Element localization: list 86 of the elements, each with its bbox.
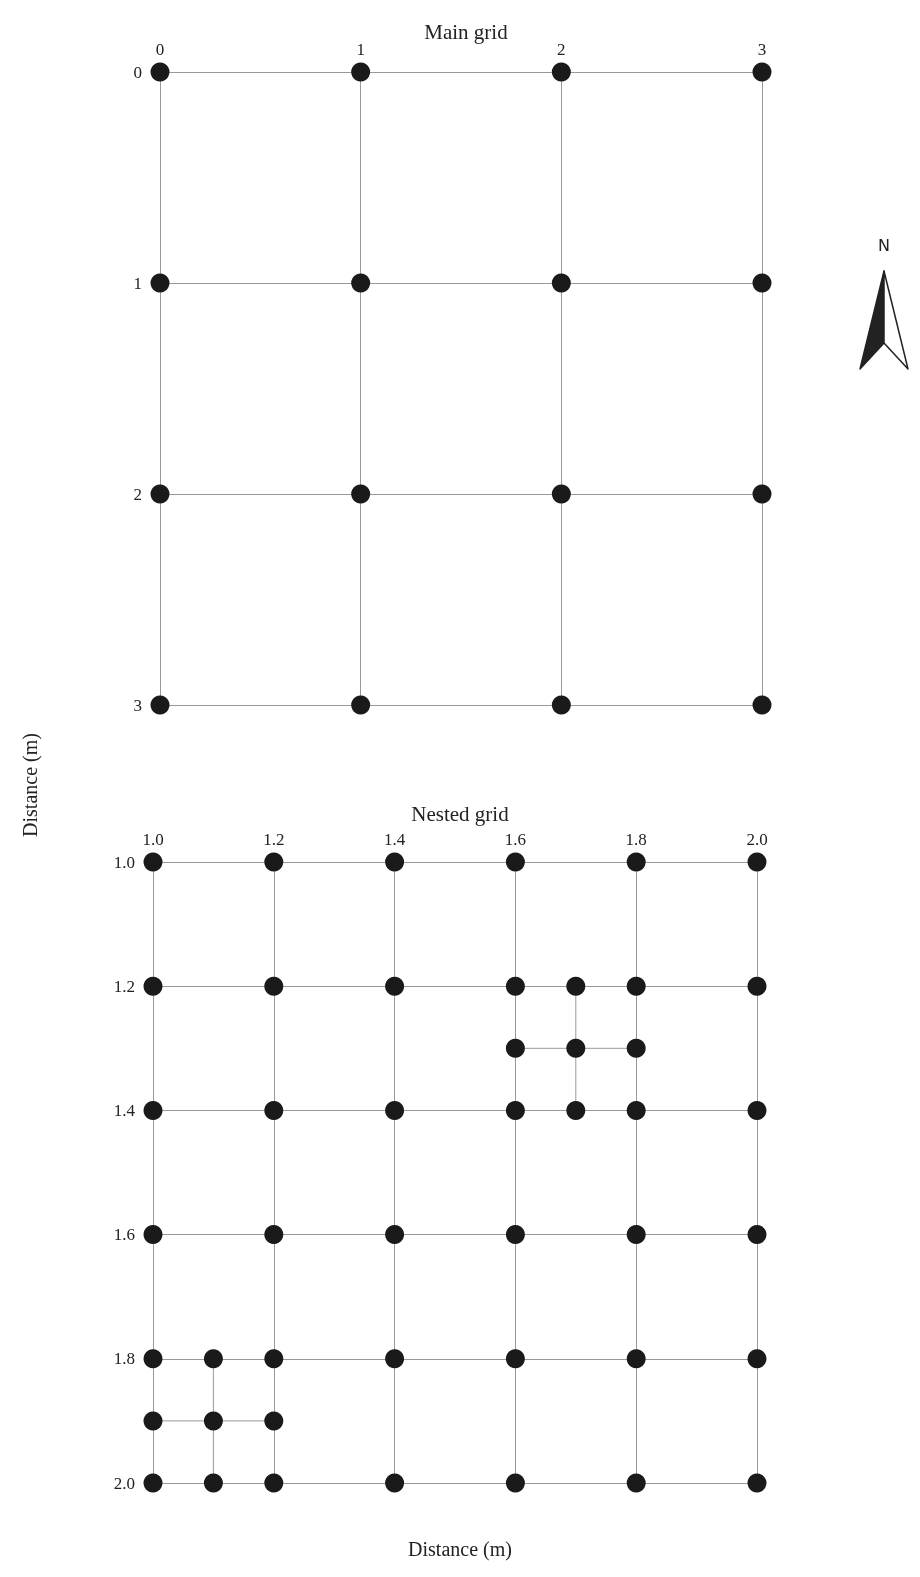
- point: [505, 1038, 525, 1058]
- point: [203, 1411, 223, 1431]
- point: [351, 484, 371, 504]
- point: [747, 976, 767, 996]
- x-tick-label: 1.6: [504, 830, 527, 849]
- point: [566, 976, 586, 996]
- point: [143, 852, 163, 872]
- point: [385, 1100, 405, 1120]
- point: [551, 484, 571, 504]
- point: [747, 1473, 767, 1493]
- point: [385, 1349, 405, 1369]
- point: [747, 1349, 767, 1369]
- point: [752, 62, 772, 82]
- chart-title: Nested grid: [411, 801, 510, 826]
- point: [351, 62, 371, 82]
- point: [351, 273, 371, 293]
- point: [264, 1349, 284, 1369]
- point: [143, 1473, 163, 1493]
- point: [385, 1473, 405, 1493]
- y-tick-label: 1.0: [113, 852, 135, 872]
- point: [143, 1411, 163, 1431]
- point: [203, 1349, 223, 1369]
- point: [505, 1473, 525, 1493]
- x-tick-label: 1: [356, 40, 365, 59]
- point: [505, 976, 525, 996]
- point: [551, 273, 571, 293]
- point: [551, 695, 571, 715]
- point: [566, 1100, 586, 1120]
- point: [143, 1349, 163, 1369]
- point: [150, 484, 170, 504]
- point: [385, 1225, 405, 1245]
- point: [747, 852, 767, 872]
- point: [747, 1225, 767, 1245]
- point: [626, 1473, 646, 1493]
- x-tick-label: 2: [557, 40, 566, 59]
- x-tick-label: 3: [757, 40, 767, 59]
- point: [264, 1473, 284, 1493]
- y-tick-label: 1.6: [113, 1225, 135, 1245]
- y-tick-label: 1.2: [113, 976, 135, 996]
- point: [505, 852, 525, 872]
- y-tick-label: 1: [133, 273, 142, 293]
- x-tick-label: 1.4: [383, 830, 406, 849]
- chart-title: Main grid: [424, 19, 509, 44]
- x-tick-label: 1.2: [263, 830, 285, 849]
- point: [747, 1100, 767, 1120]
- point: [626, 1038, 646, 1058]
- point: [150, 273, 170, 293]
- y-tick-label: 1.8: [113, 1349, 135, 1369]
- point: [505, 1225, 525, 1245]
- point: [505, 1349, 525, 1369]
- y-tick-label: 3: [133, 695, 142, 715]
- point: [626, 1225, 646, 1245]
- point: [626, 976, 646, 996]
- point: [752, 273, 772, 293]
- text: N: [877, 236, 891, 255]
- point: [752, 695, 772, 715]
- point: [566, 1038, 586, 1058]
- y-tick-label: 2.0: [113, 1473, 135, 1493]
- x-tick-label: 1.8: [625, 830, 647, 849]
- point: [143, 976, 163, 996]
- point: [143, 1100, 163, 1120]
- point: [264, 1411, 284, 1431]
- y-tick-label: 2: [133, 484, 142, 504]
- point: [150, 62, 170, 82]
- point: [150, 695, 170, 715]
- x-tick-label: 0: [155, 40, 165, 59]
- y-tick-label: 0: [133, 62, 142, 82]
- point: [505, 1100, 525, 1120]
- point: [752, 484, 772, 504]
- point: [385, 976, 405, 996]
- point: [264, 1100, 284, 1120]
- point: [626, 1100, 646, 1120]
- point: [264, 852, 284, 872]
- y-axis-title: Distance (m): [18, 733, 42, 837]
- point: [626, 852, 646, 872]
- point: [143, 1225, 163, 1245]
- point: [203, 1473, 223, 1493]
- point: [351, 695, 371, 715]
- point: [385, 852, 405, 872]
- point: [264, 976, 284, 996]
- y-tick-label: 1.4: [113, 1100, 136, 1120]
- x-tick-label: 2.0: [746, 830, 768, 849]
- x-axis-title: Distance (m): [408, 1538, 512, 1561]
- point: [626, 1349, 646, 1369]
- point: [551, 62, 571, 82]
- point: [264, 1225, 284, 1245]
